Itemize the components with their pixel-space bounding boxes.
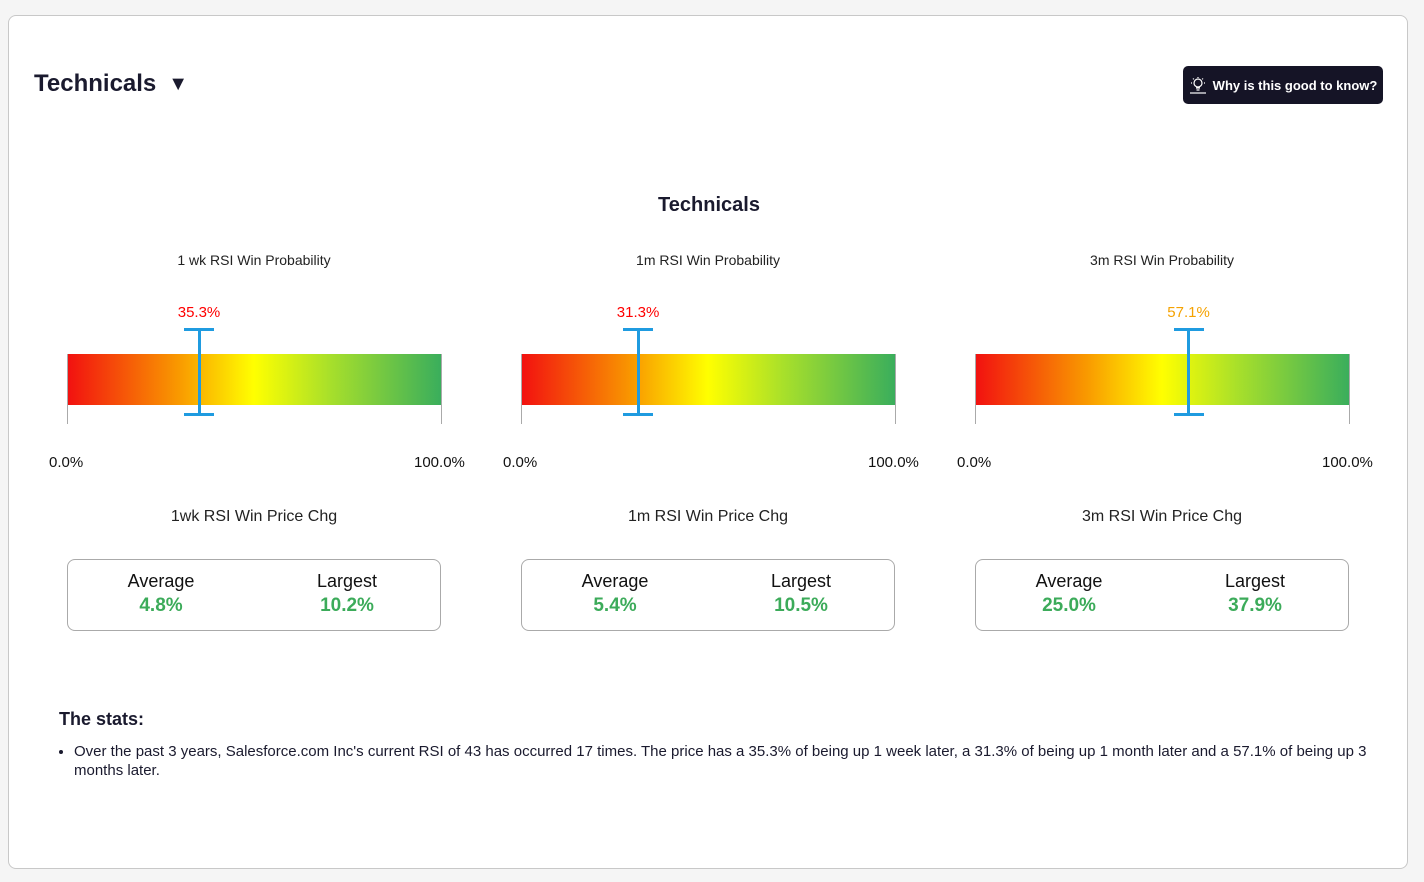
gauge-marker-line	[636, 329, 640, 415]
technicals-collapse-toggle[interactable]: Technicals ▼	[34, 70, 188, 98]
price-chg-title: 1m RSI Win Price Chg	[627, 508, 789, 525]
gauge-marker-bottom-cap	[623, 413, 654, 416]
gauge-marker-line	[197, 329, 201, 415]
gauge-value-label: 31.3%	[616, 304, 660, 321]
gauge-label: 1 wk RSI Win Probability	[177, 252, 331, 268]
gauge-label: 1m RSI Win Probability	[636, 252, 780, 268]
gauge-min-label: 0.0%	[503, 454, 538, 471]
price-chg-box: Average 4.8% Largest 10.2%	[67, 559, 441, 631]
stats-item: Over the past 3 years, Salesforce.com In…	[74, 742, 1374, 780]
technicals-card: Technicals ▼ Why is this good to know? T…	[8, 15, 1408, 869]
price-chg-box: Average 25.0% Largest 37.9%	[975, 559, 1349, 631]
average-value: 5.4%	[593, 595, 637, 616]
gauge-max-label: 100.0%	[868, 454, 919, 471]
average-column: Average 5.4%	[522, 560, 708, 630]
average-column: Average 25.0%	[976, 560, 1162, 630]
gauge-value-label: 57.1%	[1167, 304, 1210, 321]
gauge-marker-bottom-cap	[1173, 413, 1204, 416]
header-title: Technicals	[34, 70, 157, 97]
gauge-marker-top-cap	[1173, 328, 1204, 331]
gauge-max-label: 100.0%	[1322, 454, 1373, 471]
section-title: Technicals	[658, 194, 760, 216]
why-button-label: Why is this good to know?	[1212, 77, 1378, 93]
largest-label: Largest	[770, 571, 832, 591]
price-chg-title: 3m RSI Win Price Chg	[1081, 508, 1243, 525]
largest-column: Largest 10.2%	[254, 560, 440, 630]
average-label: Average	[1035, 571, 1103, 591]
largest-column: Largest 10.5%	[708, 560, 894, 630]
gauge-min-label: 0.0%	[957, 454, 992, 471]
largest-label: Largest	[316, 571, 378, 591]
largest-label: Largest	[1224, 571, 1286, 591]
gauge-marker-top-cap	[623, 328, 654, 331]
gauge-min-label: 0.0%	[49, 454, 84, 471]
gauge-max-tick	[895, 354, 896, 424]
lightbulb-icon	[1189, 77, 1206, 94]
gauge-marker-top-cap	[184, 328, 215, 331]
gauge-max-tick	[441, 354, 442, 424]
gauge-marker-line	[1187, 329, 1191, 415]
average-label: Average	[581, 571, 649, 591]
gauge-gradient-bar	[521, 354, 895, 405]
average-value: 4.8%	[139, 595, 183, 616]
gauge-value-label: 35.3%	[177, 304, 221, 321]
gauge-marker-bottom-cap	[184, 413, 215, 416]
gauge-max-tick	[1349, 354, 1350, 424]
gauge-max-label: 100.0%	[414, 454, 465, 471]
gauge-label: 3m RSI Win Probability	[1090, 252, 1234, 268]
stats-list: Over the past 3 years, Salesforce.com In…	[74, 742, 1374, 780]
gauge-gradient-bar	[975, 354, 1349, 405]
largest-value: 37.9%	[1228, 595, 1282, 616]
why-good-to-know-button[interactable]: Why is this good to know?	[1183, 66, 1383, 104]
average-value: 25.0%	[1042, 595, 1096, 616]
stats-title: The stats:	[59, 709, 145, 729]
average-label: Average	[127, 571, 195, 591]
largest-column: Largest 37.9%	[1162, 560, 1348, 630]
gauge-gradient-bar	[67, 354, 441, 405]
gauge-min-tick	[67, 354, 68, 424]
gauge-min-tick	[521, 354, 522, 424]
gauge-min-tick	[975, 354, 976, 424]
caret-down-icon: ▼	[168, 73, 189, 95]
price-chg-title: 1wk RSI Win Price Chg	[170, 508, 338, 525]
largest-value: 10.2%	[320, 595, 374, 616]
largest-value: 10.5%	[774, 595, 828, 616]
average-column: Average 4.8%	[68, 560, 254, 630]
price-chg-box: Average 5.4% Largest 10.5%	[521, 559, 895, 631]
